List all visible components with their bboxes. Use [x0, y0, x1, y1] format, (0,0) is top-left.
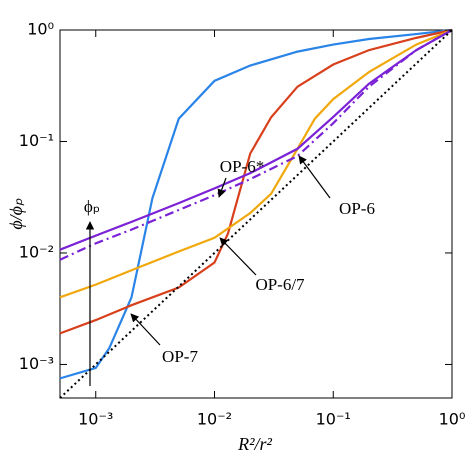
annotation: OP-7	[162, 347, 198, 366]
annotation-arrow	[217, 177, 227, 198]
data-line	[59, 29, 453, 399]
y-tick-label: 10⁰	[27, 20, 54, 39]
y-axis-label: ϕ/ϕₚ	[6, 198, 26, 230]
y-tick-label: 10⁻²	[19, 242, 54, 261]
data-line	[59, 29, 453, 251]
plot-area	[59, 28, 453, 399]
annotation-arrow	[219, 237, 257, 276]
x-tick-label: 10⁻²	[197, 410, 232, 429]
annotation: ϕₚ	[84, 197, 100, 216]
data-line	[59, 28, 453, 335]
x-axis-label: R²/r²	[237, 434, 272, 454]
data-line	[59, 29, 453, 261]
plot-frame	[59, 29, 453, 399]
annotation-arrow	[130, 313, 161, 346]
y-tick-label: 10⁻³	[19, 354, 54, 373]
data-line	[59, 28, 453, 380]
x-tick-label: 10⁰	[439, 410, 466, 429]
y-tick-label: 10⁻¹	[19, 131, 54, 150]
x-tick-label: 10⁻³	[78, 410, 113, 429]
annotation: OP-6	[339, 199, 375, 218]
annotation: OP-6*	[220, 157, 264, 176]
data-line	[59, 28, 453, 299]
annotation-arrow	[298, 155, 331, 199]
x-tick-label: 10⁻¹	[316, 410, 351, 429]
annotation: OP-6/7	[255, 275, 305, 294]
